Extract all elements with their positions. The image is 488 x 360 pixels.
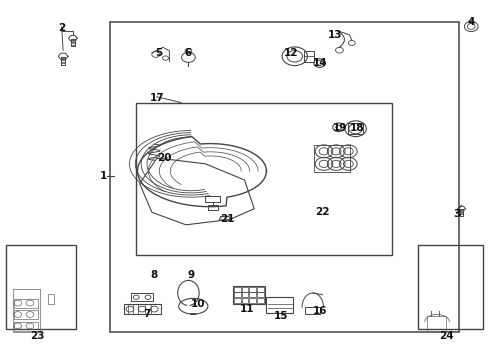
Text: 5: 5 — [155, 48, 163, 58]
Bar — [249, 298, 256, 303]
Bar — [136, 103, 391, 255]
Text: 13: 13 — [327, 30, 341, 40]
Bar — [233, 292, 240, 297]
Text: 15: 15 — [273, 311, 288, 321]
Bar — [124, 304, 160, 315]
Bar — [313, 145, 349, 172]
Bar — [131, 293, 153, 301]
Text: 10: 10 — [190, 299, 205, 309]
Bar — [241, 298, 248, 303]
Text: 24: 24 — [439, 331, 453, 341]
Bar — [14, 321, 38, 330]
Bar — [5, 244, 76, 329]
Text: 6: 6 — [184, 48, 192, 58]
Bar — [305, 307, 320, 315]
Text: 23: 23 — [30, 331, 44, 341]
Text: 20: 20 — [157, 153, 171, 163]
Text: 12: 12 — [283, 48, 298, 58]
Bar — [207, 205, 217, 211]
Text: 18: 18 — [349, 123, 363, 133]
Bar — [257, 292, 264, 297]
Bar — [233, 298, 240, 303]
Bar — [232, 286, 264, 304]
Bar — [257, 298, 264, 303]
Text: 21: 21 — [220, 215, 234, 224]
Bar — [233, 287, 240, 292]
Text: 16: 16 — [312, 306, 326, 316]
Text: 22: 22 — [315, 207, 329, 217]
Text: 14: 14 — [312, 58, 327, 68]
Bar — [427, 316, 445, 332]
Bar — [249, 292, 256, 297]
Bar — [14, 310, 38, 319]
Bar — [417, 244, 483, 329]
Text: 4: 4 — [467, 17, 474, 27]
Bar — [249, 287, 256, 292]
Text: 1: 1 — [99, 171, 106, 181]
Text: 7: 7 — [143, 310, 150, 319]
Text: 8: 8 — [150, 270, 158, 280]
Bar — [257, 287, 264, 292]
Text: 2: 2 — [58, 23, 65, 33]
Bar — [241, 287, 248, 292]
Text: 17: 17 — [149, 93, 163, 103]
Bar — [110, 22, 458, 332]
Bar — [347, 123, 363, 134]
Bar — [48, 294, 54, 304]
Bar — [303, 51, 314, 62]
Text: 9: 9 — [187, 270, 194, 280]
Text: 3: 3 — [452, 209, 459, 219]
Text: 19: 19 — [332, 123, 346, 133]
Bar — [13, 289, 40, 332]
Text: 11: 11 — [239, 304, 254, 314]
Bar — [241, 292, 248, 297]
Bar — [14, 299, 38, 308]
Bar — [266, 297, 293, 313]
